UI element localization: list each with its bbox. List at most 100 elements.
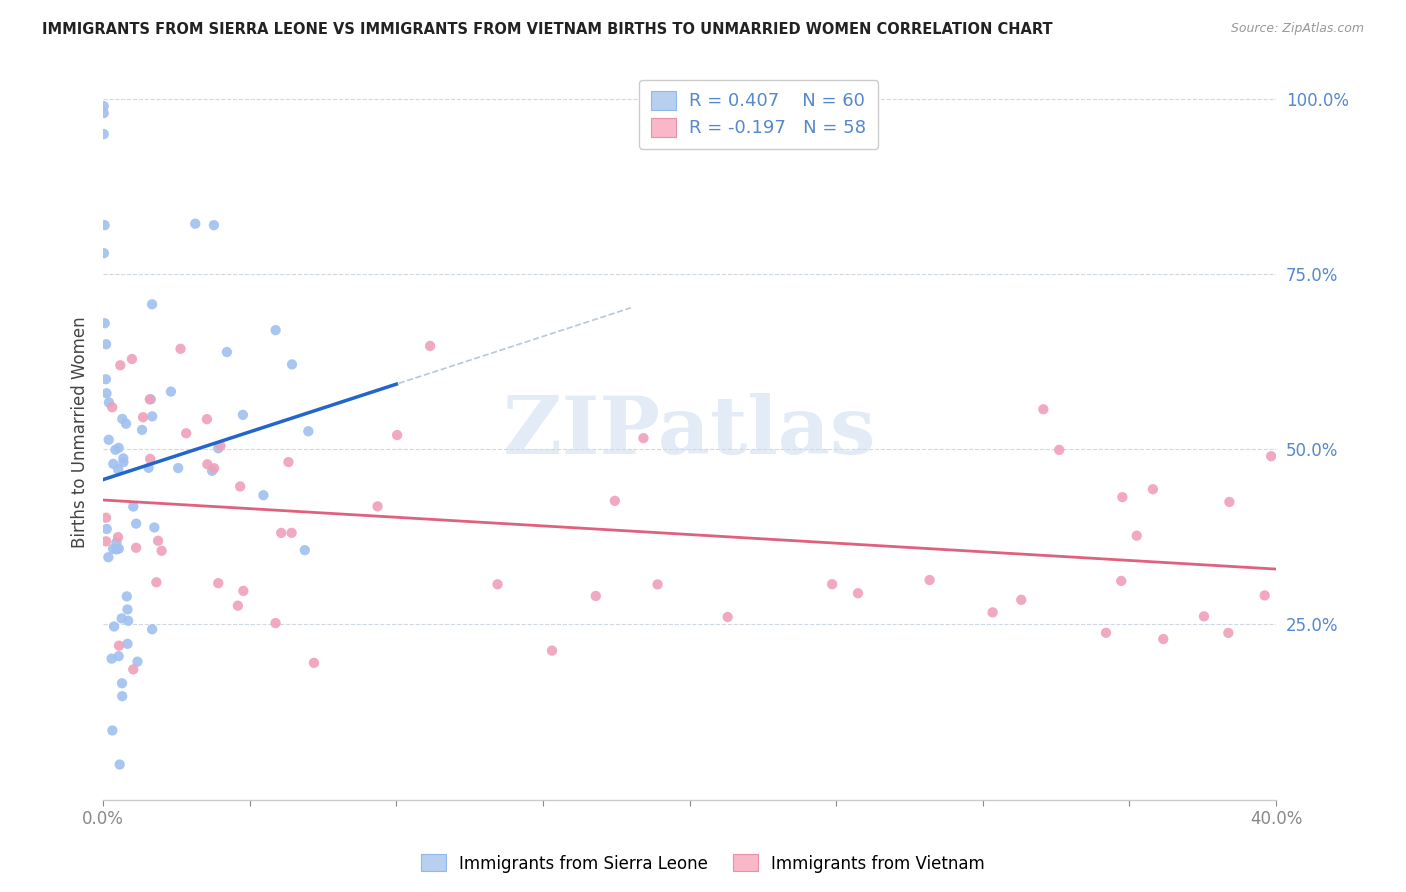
Point [101, 541, 124, 556]
Point [209, 439, 232, 453]
Point [96, 522, 118, 536]
Point [100, 651, 122, 665]
Point [385, 428, 408, 442]
Point [647, 577, 669, 591]
Point [94, 372, 117, 386]
Point [115, 417, 138, 431]
Point [821, 577, 844, 591]
Point [107, 441, 129, 455]
Point [103, 619, 125, 633]
Point [1253, 589, 1275, 603]
Point [232, 408, 254, 422]
Point [122, 500, 145, 514]
Point [131, 423, 153, 437]
Point [132, 410, 155, 425]
Point [138, 460, 160, 475]
Point [110, 358, 132, 372]
Point [107, 541, 129, 556]
Point [94, 510, 117, 524]
Point [1218, 626, 1240, 640]
Text: ZIPatlas: ZIPatlas [503, 392, 876, 471]
Point [184, 217, 207, 231]
Point [297, 425, 319, 439]
Point [1192, 609, 1215, 624]
Point [111, 611, 134, 625]
Point [94, 337, 117, 351]
Point [603, 493, 626, 508]
Point [93, 106, 115, 120]
Point [215, 345, 238, 359]
Point [280, 525, 302, 540]
Point [101, 401, 124, 415]
Point [96, 386, 118, 401]
Point [169, 342, 191, 356]
Point [541, 643, 564, 657]
Point [302, 656, 325, 670]
Point [167, 461, 190, 475]
Point [195, 457, 218, 471]
Point [138, 392, 160, 407]
Point [141, 409, 163, 424]
Point [1095, 625, 1118, 640]
Point [121, 351, 143, 366]
Point [125, 516, 148, 531]
Point [1047, 442, 1070, 457]
Point [107, 462, 129, 476]
Point [117, 614, 139, 628]
Point [277, 455, 299, 469]
Point [104, 442, 127, 457]
Point [125, 541, 148, 555]
Point [145, 575, 167, 590]
Point [174, 426, 197, 441]
Point [105, 542, 128, 557]
Point [633, 431, 655, 445]
Point [1125, 529, 1147, 543]
Point [585, 589, 607, 603]
Point [105, 535, 128, 549]
Point [229, 479, 252, 493]
Point [111, 676, 134, 690]
Point [141, 622, 163, 636]
Point [232, 583, 254, 598]
Text: Source: ZipAtlas.com: Source: ZipAtlas.com [1230, 22, 1364, 36]
Point [111, 412, 134, 426]
Point [93, 99, 115, 113]
Point [94, 316, 117, 330]
Point [93, 127, 115, 141]
Point [93, 246, 115, 260]
Point [294, 543, 316, 558]
Point [201, 464, 224, 478]
Point [160, 384, 183, 399]
Point [918, 573, 941, 587]
Point [93, 218, 115, 232]
Point [367, 500, 389, 514]
Point [117, 637, 139, 651]
Point [1109, 574, 1132, 588]
Point [419, 339, 441, 353]
Point [107, 649, 129, 664]
Point [143, 520, 166, 534]
Point [1152, 632, 1174, 646]
Legend: Immigrants from Sierra Leone, Immigrants from Vietnam: Immigrants from Sierra Leone, Immigrants… [415, 847, 991, 880]
Point [207, 442, 229, 456]
Point [1111, 490, 1133, 504]
Point [127, 655, 149, 669]
Point [108, 639, 131, 653]
Point [139, 392, 162, 407]
Point [112, 455, 135, 469]
Point [226, 599, 249, 613]
Point [112, 451, 135, 466]
Point [252, 488, 274, 502]
Point [108, 757, 131, 772]
Point [281, 358, 304, 372]
Point [202, 461, 225, 475]
Point [486, 577, 509, 591]
Point [1010, 592, 1032, 607]
Point [111, 689, 134, 703]
Point [139, 451, 162, 466]
Point [97, 433, 120, 447]
Point [264, 323, 287, 337]
Point [141, 297, 163, 311]
Point [981, 606, 1004, 620]
Point [122, 662, 145, 676]
